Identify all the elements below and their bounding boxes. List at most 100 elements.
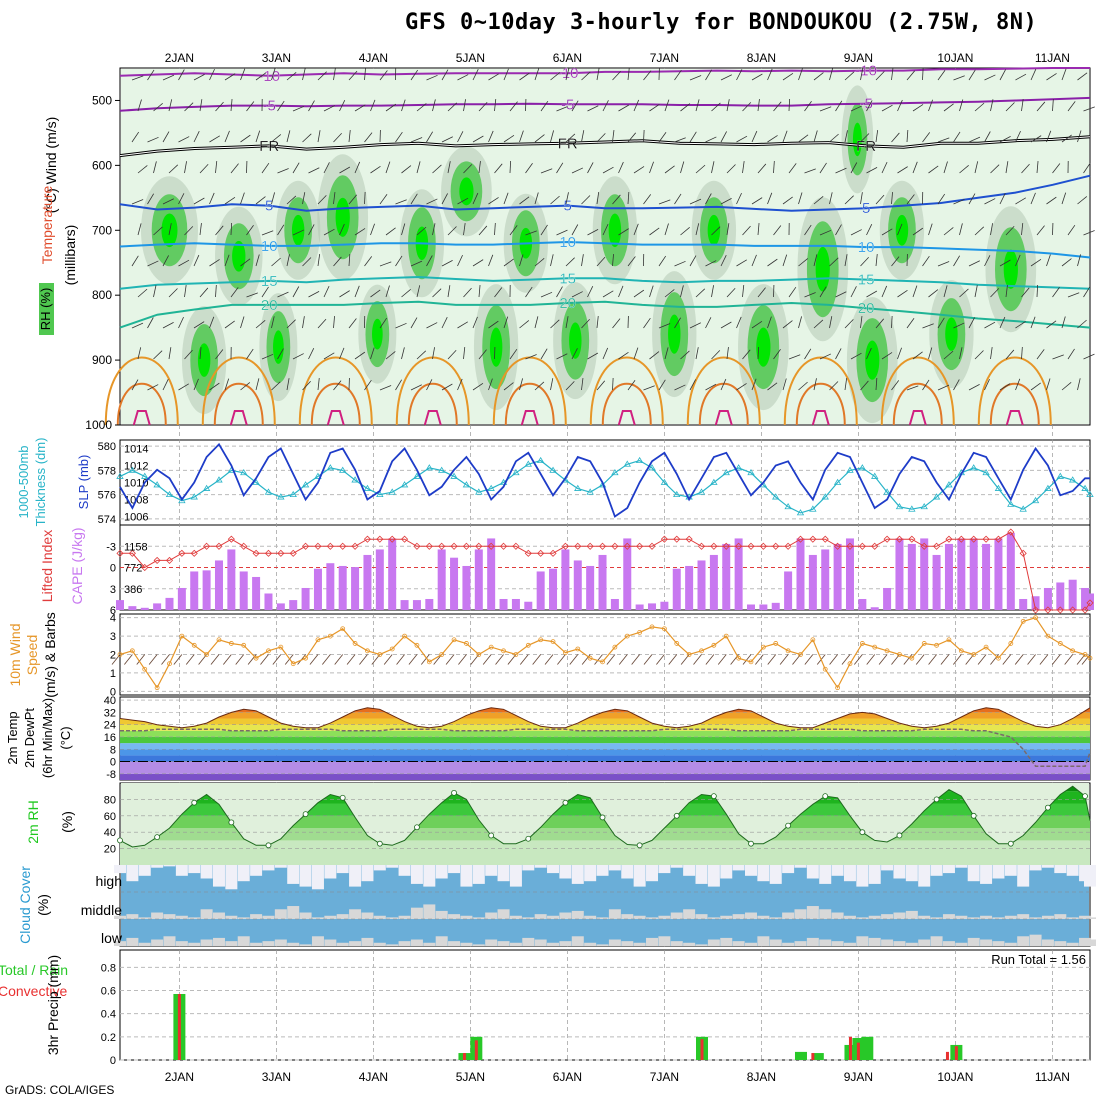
thickness-marker: [648, 464, 656, 471]
cloud-middle-cell: [522, 917, 535, 919]
cape-bar: [511, 598, 520, 610]
wind-barb: [891, 256, 900, 267]
cloud-low-cell: [188, 942, 201, 946]
wind-barb-10m: [915, 654, 925, 665]
cloud-middle-cell: [819, 909, 832, 919]
wind-barb: [1005, 102, 1015, 112]
cloud-middle-cell: [794, 909, 807, 919]
cloud-high-cell: [151, 865, 164, 868]
lifted-index-marker: [920, 542, 928, 550]
rh-marker: [748, 840, 754, 847]
temp-contour-25: [783, 356, 858, 426]
date-label-bottom: 4JAN: [359, 1070, 388, 1084]
wind-barb: [426, 74, 438, 81]
date-label-top: 4JAN: [359, 51, 388, 65]
wind-barb: [912, 351, 923, 360]
temp-contour-35: [423, 410, 442, 426]
wind-barb: [968, 136, 981, 143]
thickness-marker: [833, 478, 842, 485]
cloud-low-cell: [930, 936, 943, 946]
wind-barb: [519, 320, 530, 329]
wind-barb: [835, 100, 843, 112]
temp-contour-25: [880, 356, 955, 426]
date-label-bottom: 2JAN: [165, 1070, 194, 1084]
rh-contour-bright: [707, 214, 721, 246]
cloud-low-cell: [287, 942, 300, 946]
date-label-bottom: 9JAN: [844, 1070, 873, 1084]
cloud-low-cell: [584, 942, 597, 946]
temp-band: [120, 743, 1090, 750]
wind-barb: [984, 255, 991, 267]
wind-barb: [922, 379, 930, 391]
wind-barb: [401, 99, 406, 112]
wind-speed-marker: [204, 652, 210, 657]
wind-barb: [209, 382, 220, 391]
wind-barb: [984, 74, 996, 81]
wind-barb: [835, 348, 842, 360]
cloud-high-cell: [633, 865, 646, 887]
thickness-marker: [437, 466, 446, 473]
cape-bar: [1068, 579, 1077, 610]
wind-barb: [990, 99, 994, 112]
cloud-high-cell: [250, 865, 263, 876]
cloud-high-cell: [769, 865, 782, 884]
wind-barb: [974, 161, 979, 174]
cloud-middle-cell: [782, 912, 795, 919]
rh-marker: [1082, 793, 1088, 800]
wind-barb: [540, 348, 548, 360]
wind-barb: [472, 316, 478, 329]
temp-contour-10: [119, 240, 1091, 259]
wind-barb: [813, 130, 818, 143]
wind-barb: [255, 319, 266, 329]
cloud-middle-cell: [299, 912, 312, 919]
wind-barb: [587, 105, 599, 112]
wind-barb: [302, 380, 311, 391]
wind-barb-10m: [581, 654, 591, 665]
wind-barb: [416, 285, 421, 298]
wind-barb: [906, 130, 909, 143]
wind-barb: [503, 134, 515, 143]
wind-barb-10m: [420, 654, 430, 665]
cape-bar: [932, 554, 941, 610]
thickness-marker: [450, 472, 458, 479]
rh-band: [120, 828, 1090, 841]
wind-barb: [153, 226, 163, 236]
cloud-low-cell: [633, 942, 646, 946]
wind-speed-marker: [600, 659, 605, 665]
cloud-high-cell: [596, 865, 609, 876]
wind-barb-10m: [458, 654, 467, 665]
wind-barb: [370, 289, 381, 298]
wind-barb: [1061, 192, 1067, 205]
wind-barb: [1067, 101, 1076, 112]
cape-bar: [1006, 532, 1015, 610]
cloud-high-cell: [138, 865, 151, 876]
wind-barb: [788, 98, 791, 112]
wind-barb: [308, 348, 315, 360]
wind-barb: [1015, 73, 1027, 81]
wind-barb: [447, 102, 458, 112]
wind-barb: [968, 260, 980, 267]
wind-barb: [488, 378, 493, 391]
precip-label-3: 3hr Precip (mm): [45, 955, 61, 1055]
wind-barb: [891, 380, 900, 391]
wind-barb: [246, 101, 255, 112]
temp-contour-30: [310, 382, 361, 426]
temp-contour-15: [119, 275, 1091, 290]
temp-contour-30: [116, 382, 167, 426]
lifted-index-marker: [252, 549, 260, 557]
wind-barb: [494, 163, 503, 174]
wind-barb: [209, 259, 220, 267]
cloud-low-cell: [373, 942, 386, 946]
cape-bar: [487, 538, 496, 610]
cloud-middle-cell: [324, 915, 337, 919]
upper-label-rh: RH (%): [38, 288, 53, 331]
wind-barb-10m: [594, 654, 603, 665]
slp-line: [119, 442, 1090, 518]
cloud-middle-cell: [188, 917, 201, 919]
wind-barb: [968, 384, 980, 391]
cape-bar: [462, 565, 471, 610]
cloud-middle-cell: [930, 917, 943, 919]
wind-speed-marker: [426, 659, 432, 665]
wind-barb: [240, 258, 251, 267]
wind-barb: [410, 193, 418, 205]
